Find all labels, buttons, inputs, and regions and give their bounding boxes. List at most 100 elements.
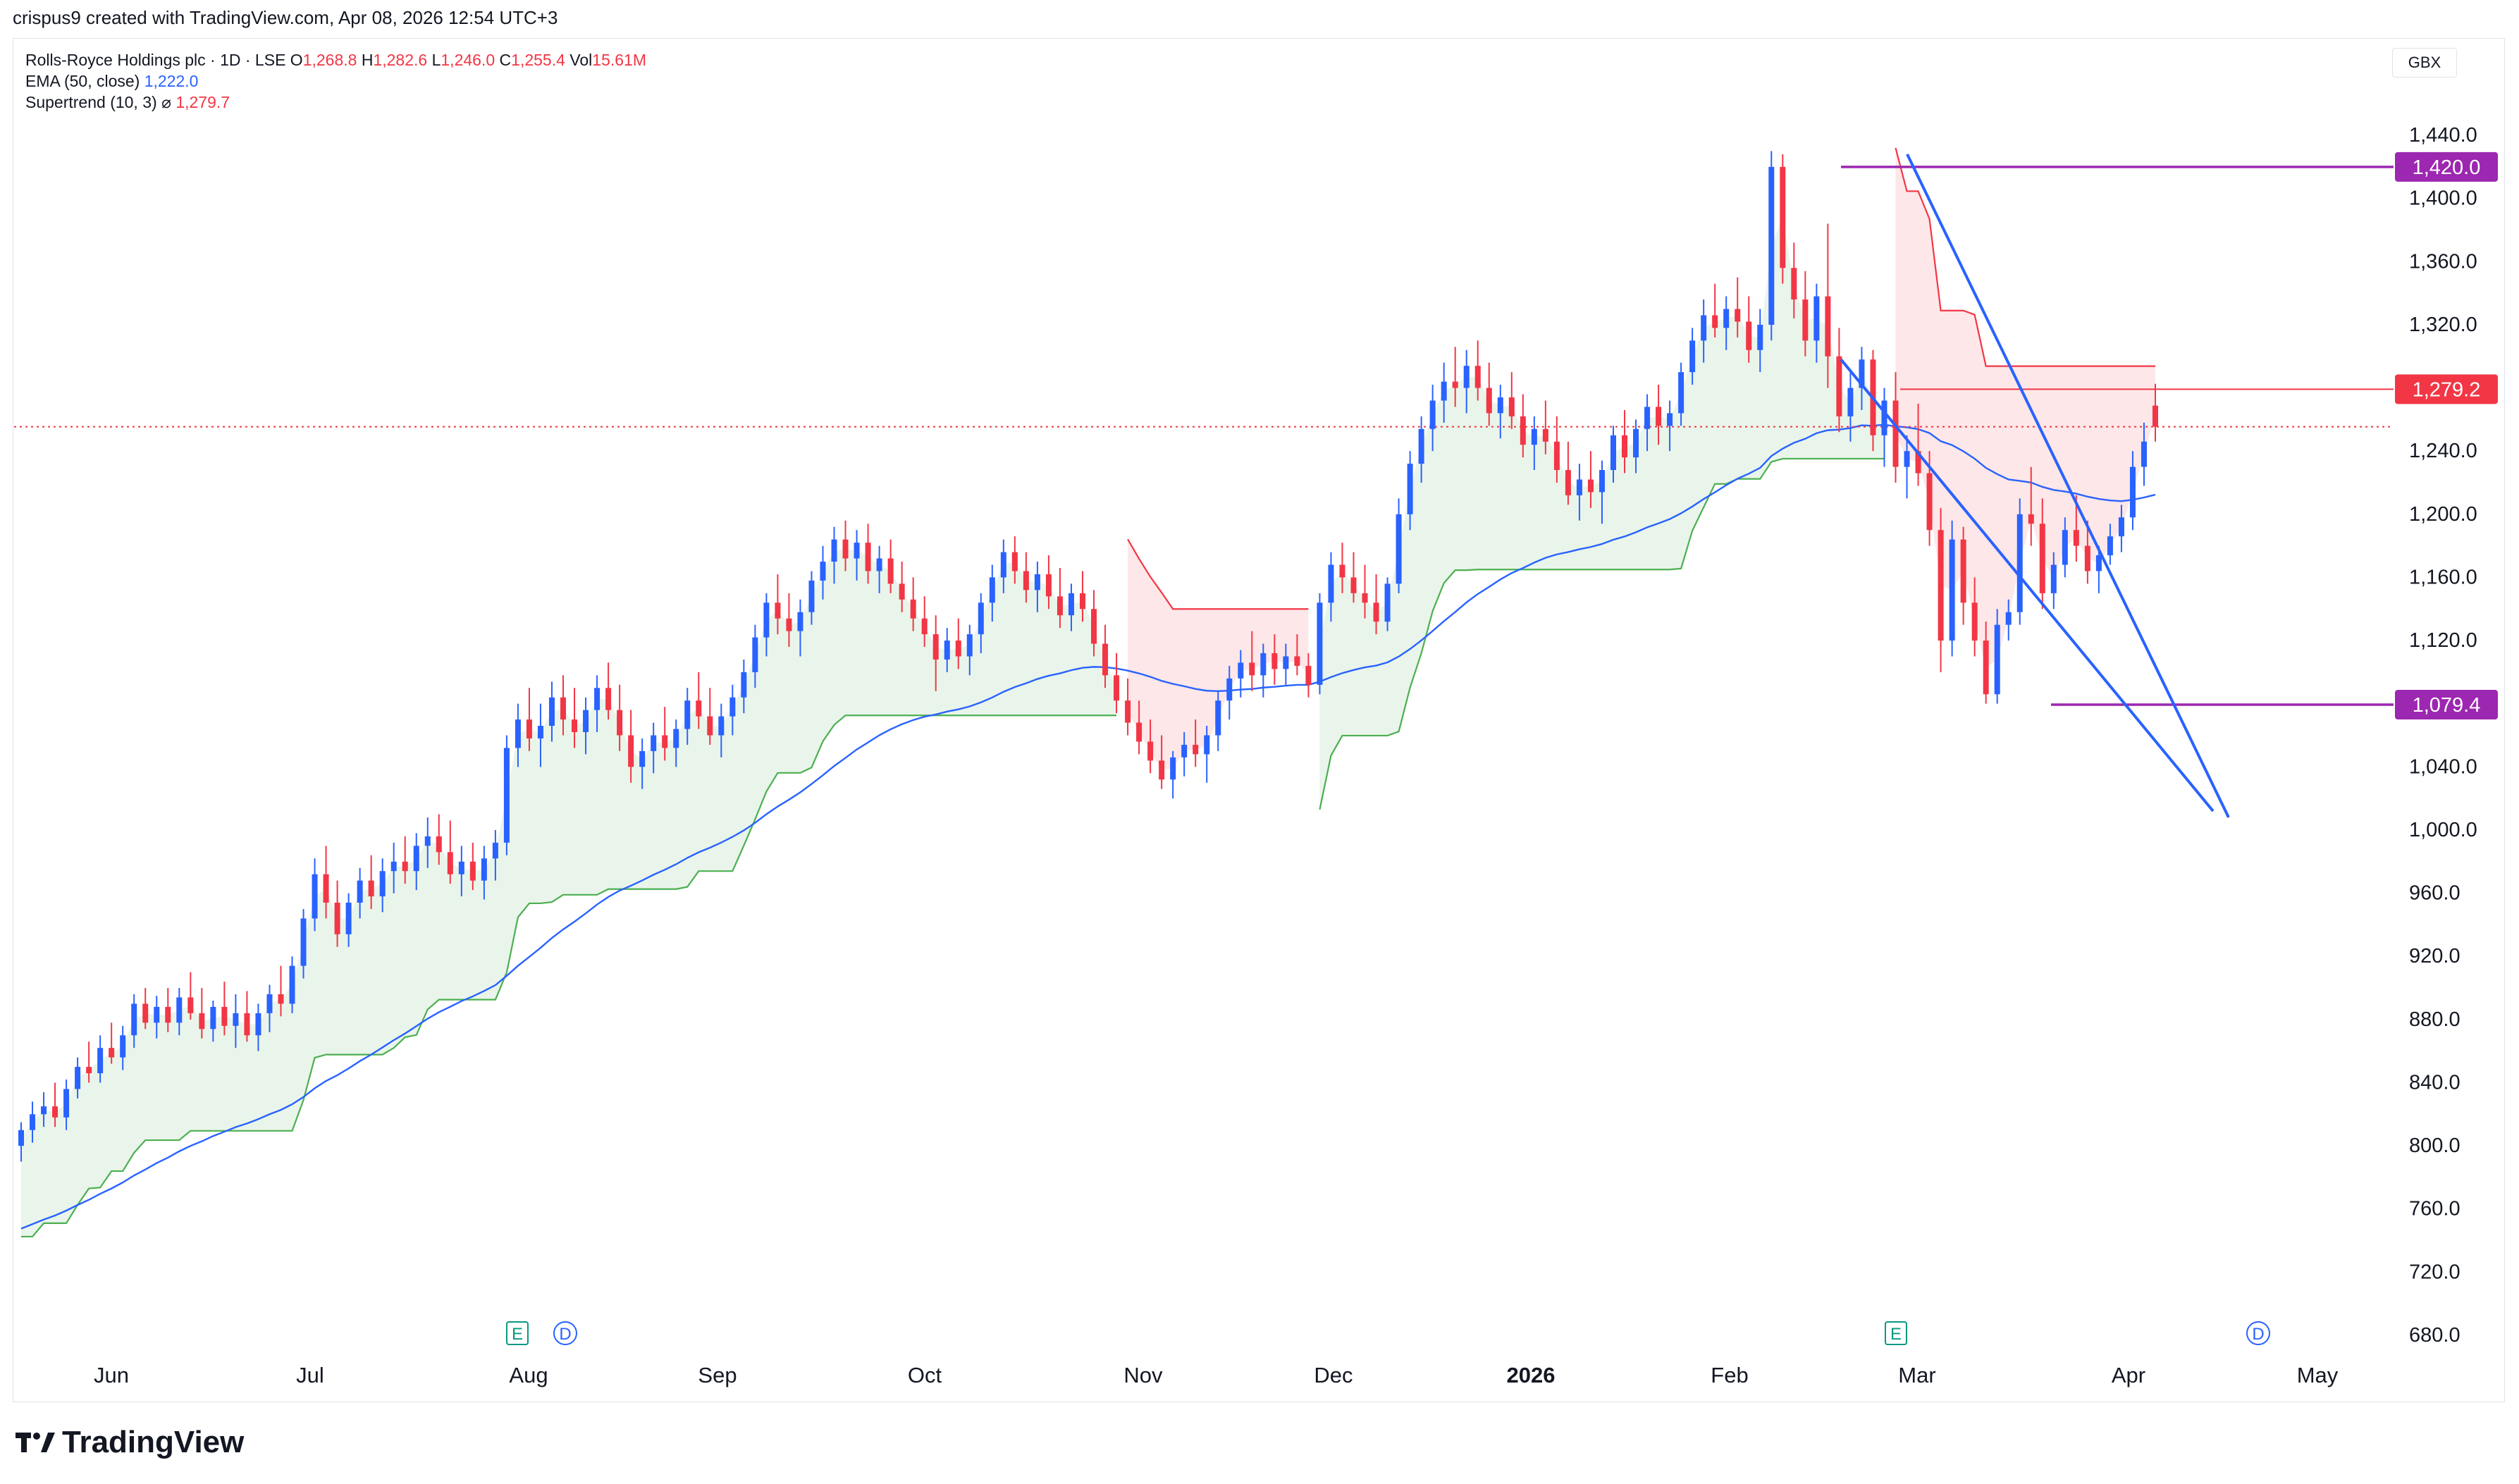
candle-body[interactable]: [1508, 397, 1515, 416]
candle-body[interactable]: [357, 880, 363, 903]
candle-body[interactable]: [120, 1035, 126, 1058]
candle-body[interactable]: [1238, 662, 1244, 679]
candle-body[interactable]: [2005, 612, 2012, 625]
candle-body[interactable]: [1328, 564, 1334, 603]
candle-body[interactable]: [1689, 340, 1696, 373]
candle-body[interactable]: [2050, 564, 2057, 593]
candle-body[interactable]: [368, 880, 374, 897]
candle-body[interactable]: [30, 1114, 36, 1130]
candle-body[interactable]: [289, 965, 295, 1004]
candle-body[interactable]: [1384, 583, 1391, 622]
candle-body[interactable]: [469, 861, 476, 881]
dividend-marker-icon[interactable]: [2246, 1321, 2270, 1345]
candle-body[interactable]: [233, 1013, 239, 1026]
candle-body[interactable]: [594, 688, 601, 710]
candle-body[interactable]: [1892, 400, 1899, 467]
candle-body[interactable]: [503, 748, 510, 843]
candle-body[interactable]: [176, 997, 183, 1023]
candle-body[interactable]: [1599, 470, 1605, 493]
legend-ema-row[interactable]: EMA (50, close) 1,222.0: [25, 70, 646, 92]
candle-body[interactable]: [1565, 470, 1571, 495]
candle-body[interactable]: [1994, 624, 2000, 695]
candle-body[interactable]: [808, 580, 815, 612]
candle-body[interactable]: [718, 716, 725, 736]
candle-body[interactable]: [210, 1006, 216, 1029]
candle-body[interactable]: [1418, 428, 1424, 464]
candle-body[interactable]: [944, 641, 950, 660]
candle-body[interactable]: [651, 735, 657, 751]
candle-body[interactable]: [447, 852, 453, 874]
candle-body[interactable]: [1938, 530, 1944, 641]
candle-body[interactable]: [662, 735, 668, 748]
candle-body[interactable]: [1000, 552, 1006, 578]
candle-body[interactable]: [1926, 473, 1933, 531]
candle-body[interactable]: [1791, 268, 1797, 300]
candle-body[interactable]: [1193, 744, 1199, 755]
candle-body[interactable]: [255, 1013, 261, 1036]
candle-body[interactable]: [1813, 296, 1820, 341]
candle-body[interactable]: [2028, 514, 2034, 524]
candle-body[interactable]: [379, 871, 386, 897]
candle-body[interactable]: [323, 874, 329, 903]
candle-body[interactable]: [1746, 321, 1752, 350]
candle-body[interactable]: [266, 994, 273, 1013]
candle-body[interactable]: [1102, 643, 1109, 676]
earnings-marker-icon[interactable]: [506, 1321, 529, 1345]
candle-body[interactable]: [1159, 760, 1165, 780]
candle-body[interactable]: [955, 641, 961, 657]
candle-body[interactable]: [52, 1106, 58, 1118]
candle-body[interactable]: [526, 719, 532, 738]
candle-body[interactable]: [345, 903, 352, 934]
candle-body[interactable]: [1011, 552, 1018, 571]
candle-body[interactable]: [899, 583, 905, 600]
candle-body[interactable]: [1396, 514, 1402, 584]
candle-body[interactable]: [1723, 309, 1730, 328]
wedge-lower-trendline[interactable]: [1840, 358, 2215, 812]
candle-body[interactable]: [605, 688, 612, 710]
candle-body[interactable]: [1949, 539, 1955, 641]
legend-symbol[interactable]: Rolls-Royce Holdings plc · 1D · LSE: [25, 51, 286, 69]
candle-body[interactable]: [1960, 539, 1966, 603]
candle-body[interactable]: [1983, 641, 1989, 695]
candle-body[interactable]: [1915, 451, 1921, 474]
candle-body[interactable]: [1622, 435, 1628, 458]
candle-body[interactable]: [820, 562, 826, 581]
candle-body[interactable]: [109, 1048, 115, 1058]
candle-body[interactable]: [2084, 545, 2090, 571]
candle-body[interactable]: [2039, 524, 2045, 593]
candle-body[interactable]: [639, 750, 646, 767]
candle-body[interactable]: [537, 726, 543, 738]
candle-body[interactable]: [1441, 381, 1447, 401]
candle-body[interactable]: [1170, 757, 1176, 780]
candle-body[interactable]: [18, 1130, 24, 1146]
candle-body[interactable]: [560, 697, 567, 720]
candle-body[interactable]: [583, 710, 589, 733]
candle-body[interactable]: [75, 1067, 81, 1089]
candle-body[interactable]: [978, 602, 984, 635]
candle-body[interactable]: [1701, 315, 1707, 341]
candle-body[interactable]: [1136, 722, 1143, 742]
candle-body[interactable]: [187, 997, 194, 1013]
candle-body[interactable]: [1215, 700, 1221, 736]
candle-body[interactable]: [165, 1006, 171, 1023]
candle-body[interactable]: [1452, 381, 1458, 388]
candle-body[interactable]: [842, 539, 849, 559]
candle-body[interactable]: [932, 634, 939, 660]
candle-body[interactable]: [1249, 662, 1255, 676]
candle-body[interactable]: [458, 861, 464, 874]
candle-body[interactable]: [617, 710, 623, 736]
candle-body[interactable]: [1283, 656, 1289, 669]
candle-body[interactable]: [390, 861, 397, 872]
candle-body[interactable]: [1587, 479, 1594, 493]
candle-body[interactable]: [1305, 665, 1312, 685]
candle-body[interactable]: [628, 735, 634, 767]
candle-body[interactable]: [1429, 400, 1436, 429]
dividend-marker-icon[interactable]: [553, 1321, 577, 1345]
candle-body[interactable]: [865, 543, 871, 571]
candle-body[interactable]: [1656, 407, 1662, 426]
candle-body[interactable]: [1350, 577, 1357, 593]
candle-body[interactable]: [1836, 356, 1842, 416]
candle-body[interactable]: [1735, 309, 1741, 322]
earnings-marker-icon[interactable]: [1885, 1321, 1907, 1345]
candle-body[interactable]: [86, 1067, 92, 1074]
